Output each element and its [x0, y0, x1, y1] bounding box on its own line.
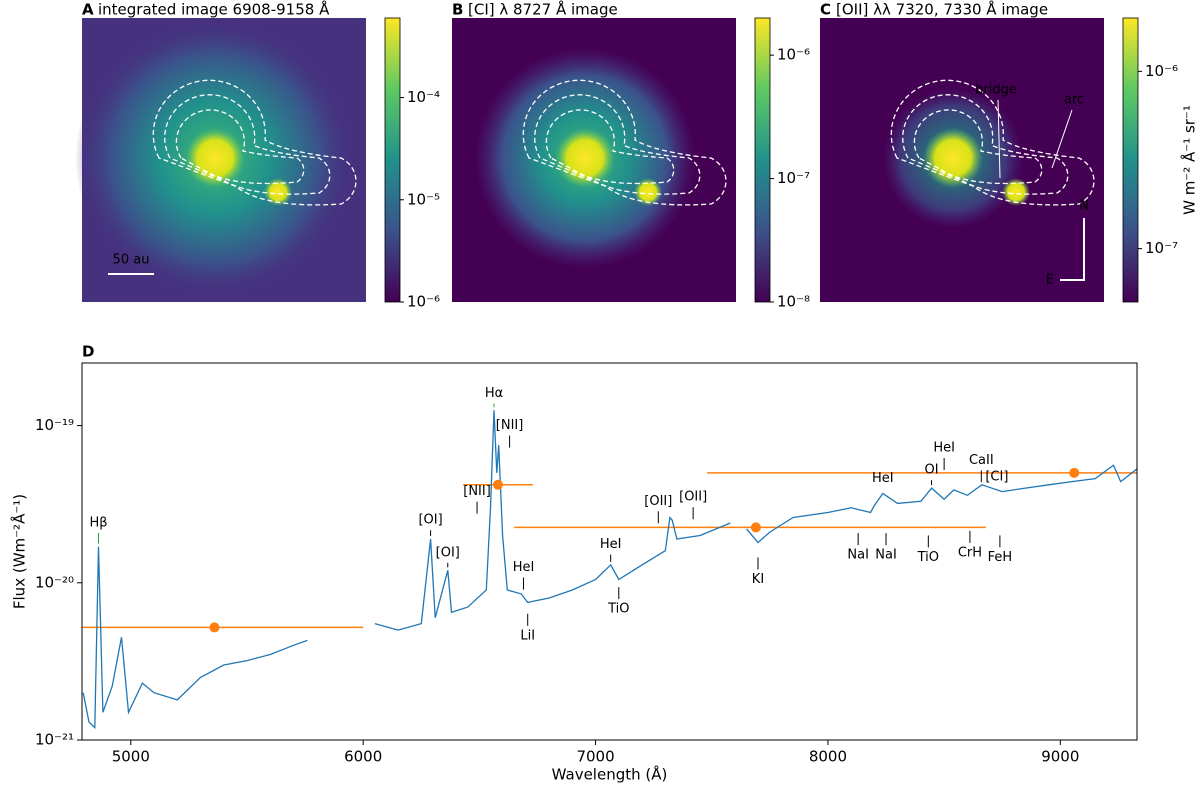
contour: [545, 109, 675, 185]
y-tick-label: 10⁻²⁰: [35, 573, 74, 591]
colorbar: [1123, 18, 1138, 302]
pointer: [1051, 109, 1073, 169]
line-label: [OI]: [436, 545, 460, 560]
line-label: [OII]: [679, 490, 707, 505]
line-label: [OI]: [418, 513, 442, 528]
colorbar-tick-label: 10⁻⁷: [777, 169, 810, 187]
image-annotation: E: [1046, 273, 1054, 288]
line-label: HeI: [600, 537, 622, 552]
contour: [913, 109, 1043, 185]
photometry-point: [209, 622, 220, 633]
x-tick-label: 5000: [112, 748, 150, 766]
line-label: NaI: [847, 548, 869, 563]
contour: [902, 94, 1069, 195]
line-label: CaII: [969, 453, 994, 468]
photometry-point: [1069, 467, 1080, 478]
line-label: LiI: [520, 628, 535, 643]
line-label: [OII]: [644, 494, 672, 509]
image-annotation: bridge: [975, 83, 1017, 98]
line-label: [NII]: [496, 418, 524, 433]
line-label: [CI]: [985, 470, 1008, 485]
x-axis-label: Wavelength (Å): [552, 765, 668, 784]
contour: [152, 79, 357, 206]
image-annotation: N: [1079, 199, 1089, 214]
colorbar-tick-label: 10⁻⁵: [407, 190, 440, 208]
panel-letter: A: [82, 1, 94, 19]
line-label: Hα: [485, 386, 503, 401]
colorbar-label: W m⁻² Å⁻¹ sr⁻¹: [1180, 105, 1199, 215]
image-core: [923, 128, 983, 188]
panel-letter: C: [820, 1, 831, 19]
panel-title: integrated image 6908-9158 Å: [98, 0, 330, 19]
line-label: TiO: [917, 550, 939, 565]
line-label: OI: [925, 463, 939, 478]
image-core: [185, 128, 245, 188]
colorbar-tick-label: 10⁻⁶: [407, 293, 440, 311]
line-label: NaI: [875, 548, 897, 563]
y-tick-label: 10⁻¹⁹: [35, 416, 74, 434]
line-label: TiO: [607, 602, 629, 617]
image-annotation: arc: [1064, 93, 1084, 108]
colorbar-tick-label: 10⁻⁶: [1145, 62, 1178, 80]
x-tick-label: 9000: [1041, 748, 1079, 766]
colorbar: [385, 18, 400, 302]
colorbar-tick-label: 10⁻⁸: [777, 293, 810, 311]
line-label: HeI: [513, 560, 535, 575]
scale-bar-label: 50 au: [113, 253, 150, 268]
line-label: HeI: [872, 471, 894, 486]
compass: [1060, 218, 1085, 281]
colorbar-tick-label: 10⁻⁴: [407, 88, 440, 106]
panel-letter: D: [82, 343, 94, 361]
y-tick-label: 10⁻²¹: [35, 731, 74, 749]
colorbar-frame: [754, 17, 771, 303]
colorbar-tick-label: 10⁻⁷: [1145, 239, 1178, 257]
panel-title: [OII] λλ 7320, 7330 Å image: [836, 0, 1048, 19]
colorbar-frame: [1122, 17, 1139, 303]
line-label: Hβ: [89, 516, 107, 531]
image-core: [555, 128, 615, 188]
image-core: [634, 178, 662, 206]
x-tick-label: 6000: [344, 748, 382, 766]
contour: [890, 79, 1095, 206]
y-axis-label: Flux (Wm⁻²Å⁻¹): [10, 494, 29, 609]
colorbar-frame: [384, 17, 401, 303]
photometry-point: [750, 522, 761, 533]
line-label: CrH: [958, 545, 982, 560]
plot-area: [82, 410, 1137, 730]
x-tick-label: 7000: [576, 748, 614, 766]
x-tick-label: 8000: [809, 748, 847, 766]
line-label: KI: [752, 572, 764, 587]
spectrum: [82, 410, 1137, 730]
contour: [522, 79, 727, 206]
colorbar-tick-label: 10⁻⁶: [777, 46, 810, 64]
pointer: [997, 99, 1001, 179]
panel-letter: B: [452, 1, 463, 19]
image-core: [264, 178, 292, 206]
contour: [164, 94, 331, 195]
line-label: HeI: [933, 440, 955, 455]
image-core: [1002, 178, 1030, 206]
colorbar: [755, 18, 770, 302]
plot-frame: [81, 362, 1138, 741]
contour: [534, 94, 701, 195]
line-label: [NII]: [463, 484, 491, 499]
contour: [175, 109, 305, 185]
line-label: FeH: [988, 550, 1013, 565]
panel-title: [CI] λ 8727 Å image: [468, 0, 618, 19]
photometry-point: [492, 479, 503, 490]
